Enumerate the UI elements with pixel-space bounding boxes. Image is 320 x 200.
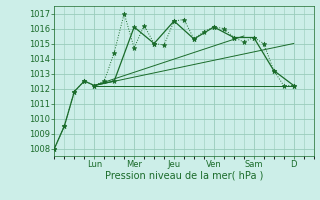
X-axis label: Pression niveau de la mer( hPa ): Pression niveau de la mer( hPa ): [105, 171, 263, 181]
